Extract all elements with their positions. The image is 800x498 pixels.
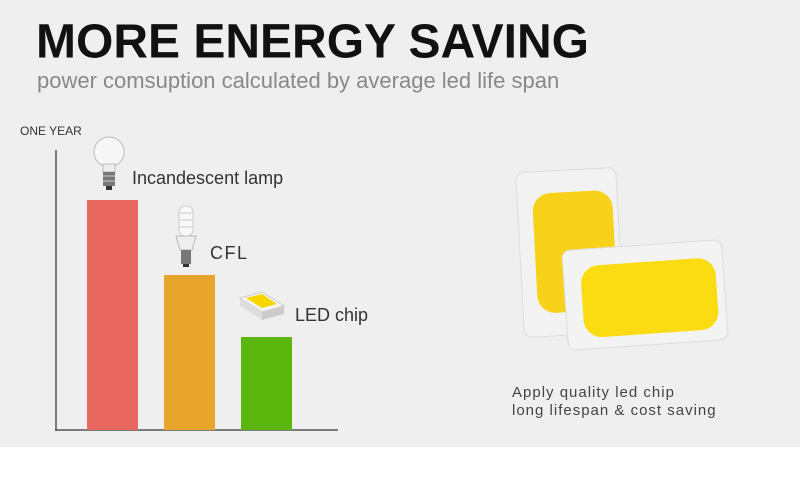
chart-subtitle: power comsuption calculated by average l… [37, 68, 559, 93]
bar [87, 200, 138, 430]
bar [164, 275, 215, 430]
bulb-icon [93, 136, 125, 190]
y-axis-label: ONE YEAR [20, 124, 82, 138]
category-label: LED chip [295, 305, 368, 325]
bar [241, 337, 292, 430]
category-label: Incandescent lamp [132, 168, 283, 188]
annotation: Apply quality led chip [512, 384, 675, 401]
chart-title: MORE ENERGY SAVING [36, 16, 589, 69]
led-icon [238, 291, 286, 320]
cfl-icon [175, 205, 197, 267]
category-label: CFL [210, 243, 249, 263]
led-chip-illustration [515, 167, 729, 351]
annotation: long lifespan & cost saving [512, 402, 717, 419]
